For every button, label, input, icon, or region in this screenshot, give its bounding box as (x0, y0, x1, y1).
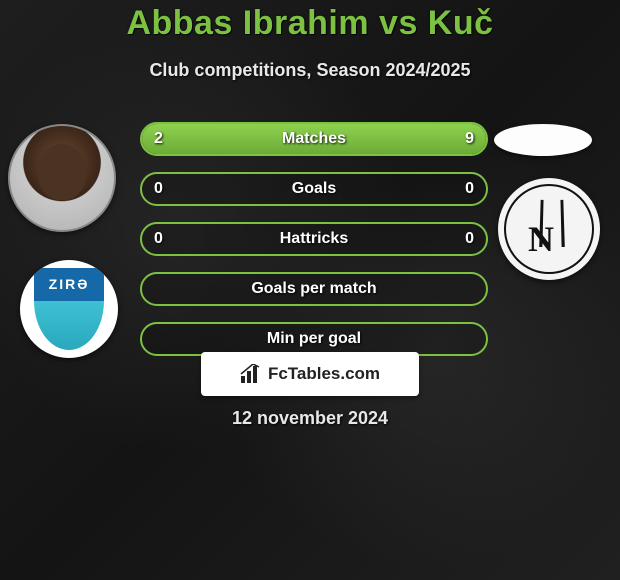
stat-value-left: 0 (154, 230, 163, 248)
stat-bar-matches: 2 Matches 9 (140, 122, 488, 156)
bar-chart-icon (240, 364, 262, 384)
stat-label: Matches (282, 130, 346, 148)
stat-bar-goals: 0 Goals 0 (140, 172, 488, 206)
stat-label: Hattricks (280, 230, 348, 248)
player-left-club-badge: ZIRƏ (20, 260, 118, 358)
branding-box[interactable]: FcTables.com (201, 352, 419, 396)
stat-fill-left (142, 124, 204, 154)
stat-label: Goals (292, 180, 336, 198)
player-left-avatar (8, 124, 116, 232)
footer-date: 12 november 2024 (0, 408, 620, 429)
stat-value-right: 0 (465, 180, 474, 198)
stat-value-left: 0 (154, 180, 163, 198)
club-shield-label: ZIRƏ (34, 276, 104, 292)
page-subtitle: Club competitions, Season 2024/2025 (0, 60, 620, 81)
comparison-bars: 2 Matches 9 0 Goals 0 0 Hattricks 0 Goal… (140, 122, 488, 372)
page-title: Abbas Ibrahim vs Kuč (0, 4, 620, 43)
stat-label: Goals per match (251, 280, 376, 298)
stat-bar-goals-per-match: Goals per match (140, 272, 488, 306)
stat-value-left: 2 (154, 130, 163, 148)
branding-label: FcTables.com (268, 364, 380, 384)
player-right-avatar (494, 124, 592, 156)
stat-label: Min per goal (267, 330, 361, 348)
avatar-face (38, 144, 86, 200)
stat-bar-min-per-goal: Min per goal (140, 322, 488, 356)
stat-bar-hattricks: 0 Hattricks 0 (140, 222, 488, 256)
stat-value-right: 9 (465, 130, 474, 148)
stat-value-right: 0 (465, 230, 474, 248)
club-shield-icon: ZIRƏ (34, 268, 104, 350)
club-letter: N (528, 218, 554, 260)
player-right-club-badge: N (498, 178, 600, 280)
